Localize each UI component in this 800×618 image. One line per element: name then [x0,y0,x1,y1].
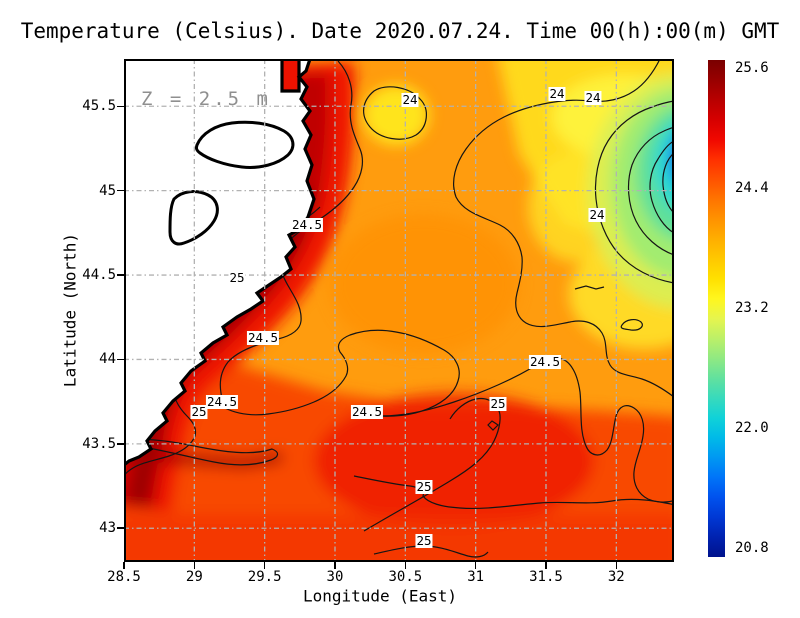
x-tick-mark [123,562,125,569]
graticule-gridlines [124,59,674,562]
contour-25-bottom-b [373,545,489,558]
field-dark-streak-southwest [124,445,283,470]
depth-annotation: Z = 2.5 m [141,88,271,110]
temperature-map [124,59,674,562]
contour-value-label: 24 [584,90,602,105]
x-tick-label: 32 [607,569,625,585]
contour-value-label: 25 [489,396,507,411]
colorbar-tick-label: 22.0 [735,420,769,436]
contour-value-label: 24 [548,86,566,101]
colorbar-tick-label: 24.4 [735,180,769,196]
colorbar-tick-label: 23.2 [735,300,769,316]
contour-value-label: 25 [190,404,208,419]
contour-eddy-ring-3 [649,140,674,234]
lagoon-outline-north [194,120,295,169]
y-tick-label: 44 [99,351,116,368]
contour-value-label: 24.5 [205,394,239,409]
contour-eddy-ring-2 [627,126,674,256]
contour-value-label: 24 [401,92,419,107]
x-tick-label: 29.5 [247,569,282,585]
field-red-bottom-strip [124,514,674,562]
x-tick-label: 30 [326,569,344,585]
y-tick-mark [117,527,124,529]
field-orange-central [329,214,519,354]
contour-24-main [453,59,674,398]
contour-eddy-ring-4 [662,152,674,214]
y-tick-label: 45.5 [82,98,116,115]
x-tick-label: 29 [185,569,203,585]
x-axis-title: Longitude (East) [302,586,458,606]
contour-value-label: 24.5 [528,354,562,369]
x-tick-mark [334,562,336,569]
plot-title: Temperature (Celsius). Date 2020.07.24. … [20,19,780,43]
contour-value-label: 24.5 [350,404,384,419]
contour-24-tiny-loop [620,319,643,331]
y-tick-label: 43 [99,520,116,537]
y-tick-mark [117,274,124,276]
y-tick-label: 44.5 [82,267,116,284]
y-tick-mark [117,443,124,445]
contour-25-bottom-a [353,475,674,510]
x-tick-mark [545,562,547,569]
y-tick-mark [117,105,124,107]
x-tick-label: 31 [467,569,485,585]
y-tick-label: 43.5 [82,435,116,452]
contour-value-label: 25 [228,270,246,285]
plot-frame [124,59,674,562]
x-tick-label: 30.5 [388,569,423,585]
contour-value-label: 24.5 [246,330,280,345]
contour-value-label: 24 [588,207,606,222]
contour-24-closed-blob [363,86,427,140]
x-tick-mark [615,562,618,569]
y-tick-mark [117,358,124,361]
field-red-dome-south [314,393,594,529]
contour-25-diamond [487,420,499,431]
x-tick-mark [404,562,407,569]
contour-24-tiny-dash [574,285,605,290]
colorbar [708,60,725,557]
contour-25-southwest-loop [125,438,279,466]
field-yellow-top-patch [363,85,429,145]
contour-value-label: 24.5 [290,217,324,232]
x-tick-mark [193,562,196,569]
contour-value-label: 25 [415,479,433,494]
x-tick-mark [263,562,266,569]
colorbar-tick-label: 25.6 [735,60,769,76]
colorbar-tick-label: 20.8 [735,540,769,556]
x-tick-mark [474,562,477,569]
x-tick-label: 31.5 [529,569,563,585]
contour-value-label: 25 [415,533,433,548]
coastal-inlet-red [281,59,300,92]
x-tick-label: 28.5 [107,569,141,585]
y-tick-label: 45 [99,182,116,199]
eddy-cyan-ring [654,121,674,209]
y-tick-mark [117,189,124,192]
